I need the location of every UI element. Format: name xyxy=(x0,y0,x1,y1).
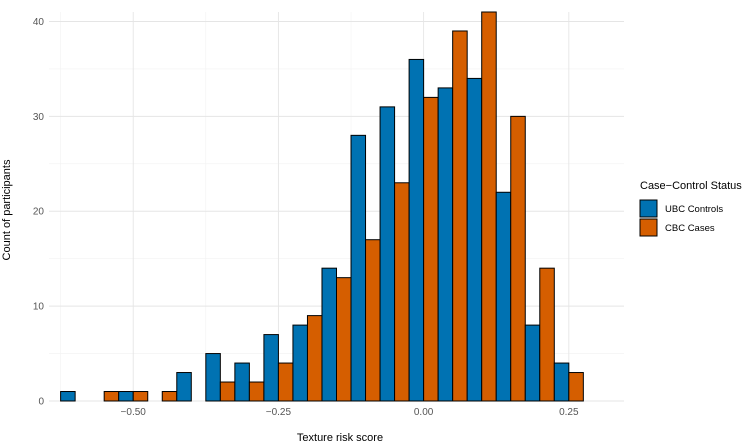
bar-ubc-controls xyxy=(234,362,250,402)
bar-cbc-cases xyxy=(277,362,294,402)
bar-ubc-controls xyxy=(60,391,76,402)
bar-cbc-cases xyxy=(539,267,555,402)
y-axis-title: Count of participants xyxy=(1,159,13,260)
legend-key-cbc-cases xyxy=(639,218,658,237)
bar-ubc-controls xyxy=(176,372,192,402)
legend-label-ubc-controls: UBC Controls xyxy=(665,204,723,215)
x-tick-label: −0.25 xyxy=(266,407,292,418)
bar-ubc-controls xyxy=(524,324,541,402)
y-tick-label: 10 xyxy=(33,302,45,313)
bar-ubc-controls xyxy=(292,324,308,402)
bar-cbc-cases xyxy=(510,115,526,402)
bars xyxy=(60,11,584,402)
bar-cbc-cases xyxy=(132,391,149,402)
bar-cbc-cases xyxy=(248,381,265,402)
bar-cbc-cases xyxy=(423,96,439,402)
bar-cbc-cases xyxy=(219,381,236,402)
x-axis-ticks: −0.50 −0.25 0.00 0.25 xyxy=(121,407,579,418)
bar-cbc-cases xyxy=(452,30,468,402)
y-tick-label: 30 xyxy=(33,112,45,123)
legend-title: Case−Control Status xyxy=(640,180,742,192)
bar-ubc-controls xyxy=(553,362,570,402)
bar-cbc-cases xyxy=(336,277,352,402)
bar-ubc-controls xyxy=(321,267,337,402)
bar-cbc-cases xyxy=(365,239,381,402)
legend: Case−Control Status UBC Controls CBC Cas… xyxy=(639,180,742,237)
bar-cbc-cases xyxy=(481,11,497,402)
bar-cbc-cases xyxy=(306,315,323,402)
bar-ubc-controls xyxy=(118,391,134,402)
bar-ubc-controls xyxy=(437,87,454,402)
x-axis-title: Texture risk score xyxy=(297,432,383,444)
bar-ubc-controls xyxy=(263,334,279,402)
x-tick-label: −0.50 xyxy=(121,407,147,418)
x-tick-label: 0.00 xyxy=(414,407,434,418)
legend-key-ubc-controls xyxy=(639,199,658,218)
y-tick-label: 20 xyxy=(33,207,45,218)
bar-cbc-cases xyxy=(103,391,120,402)
bar-cbc-cases xyxy=(161,391,178,402)
bar-cbc-cases xyxy=(394,182,410,402)
legend-label-cbc-cases: CBC Cases xyxy=(665,223,715,234)
bar-ubc-controls xyxy=(350,134,367,402)
y-tick-label: 0 xyxy=(38,397,44,408)
x-tick-label: 0.25 xyxy=(559,407,579,418)
bar-ubc-controls xyxy=(379,106,396,402)
bar-ubc-controls xyxy=(205,353,221,402)
bar-ubc-controls xyxy=(495,191,512,402)
bar-ubc-controls xyxy=(466,77,483,402)
y-tick-label: 40 xyxy=(33,17,45,28)
bar-cbc-cases xyxy=(568,372,584,402)
bar-ubc-controls xyxy=(408,58,425,402)
y-axis-ticks: 0 10 20 30 40 xyxy=(33,17,45,408)
